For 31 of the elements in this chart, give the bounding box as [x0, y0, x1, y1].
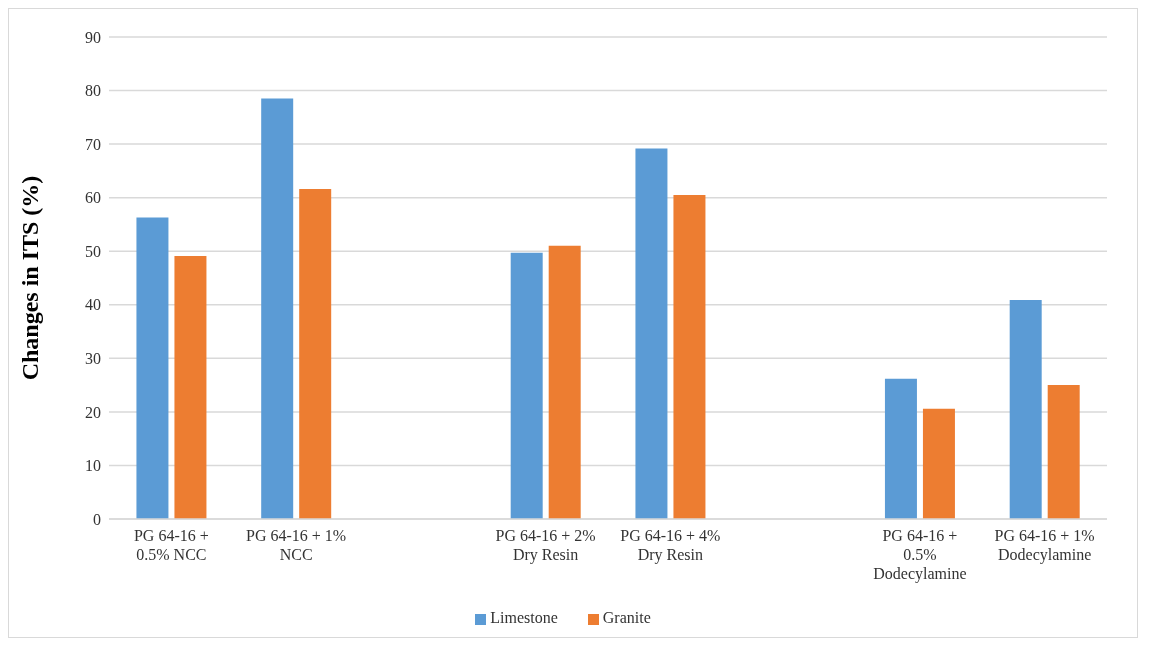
y-axis-title: Changes in ITS (%) [16, 175, 43, 381]
y-tick-label: 10 [85, 457, 101, 475]
bar [261, 98, 294, 519]
bar [136, 217, 169, 519]
y-tick-label: 90 [85, 28, 101, 46]
bar [635, 148, 668, 519]
bar [1047, 385, 1080, 519]
bar [510, 252, 543, 519]
y-tick-label: 60 [85, 189, 101, 207]
y-tick-label: 30 [85, 350, 101, 368]
legend-label: Limestone [490, 609, 558, 626]
bar [299, 189, 332, 519]
x-tick-label: PG 64-16 + 1% NCC [246, 527, 347, 563]
bar [922, 408, 955, 519]
y-tick-label: 50 [85, 242, 101, 260]
y-tick-label: 20 [85, 403, 101, 421]
bar [1009, 299, 1042, 519]
y-tick-label: 80 [85, 82, 101, 100]
x-tick-label: PG 64-16 + 0.5% NCC [133, 527, 209, 563]
bar [884, 378, 917, 519]
x-tick-label: PG 64-16 + 1% Dodecylamine [994, 527, 1095, 564]
legend-label: Granite [602, 609, 651, 626]
bar [174, 256, 207, 519]
bar [548, 245, 581, 519]
x-tick-label: PG 64-16 + 2% Dry Resin [495, 527, 596, 564]
y-tick-label: 40 [85, 296, 101, 314]
bar [673, 194, 706, 519]
x-tick-label: PG 64-16 + 0.5% Dodecylamine [873, 527, 967, 583]
x-tick-label: PG 64-16 + 4% Dry Resin [620, 527, 721, 564]
y-tick-label: 70 [85, 135, 101, 153]
y-tick-label: 0 [93, 510, 101, 528]
